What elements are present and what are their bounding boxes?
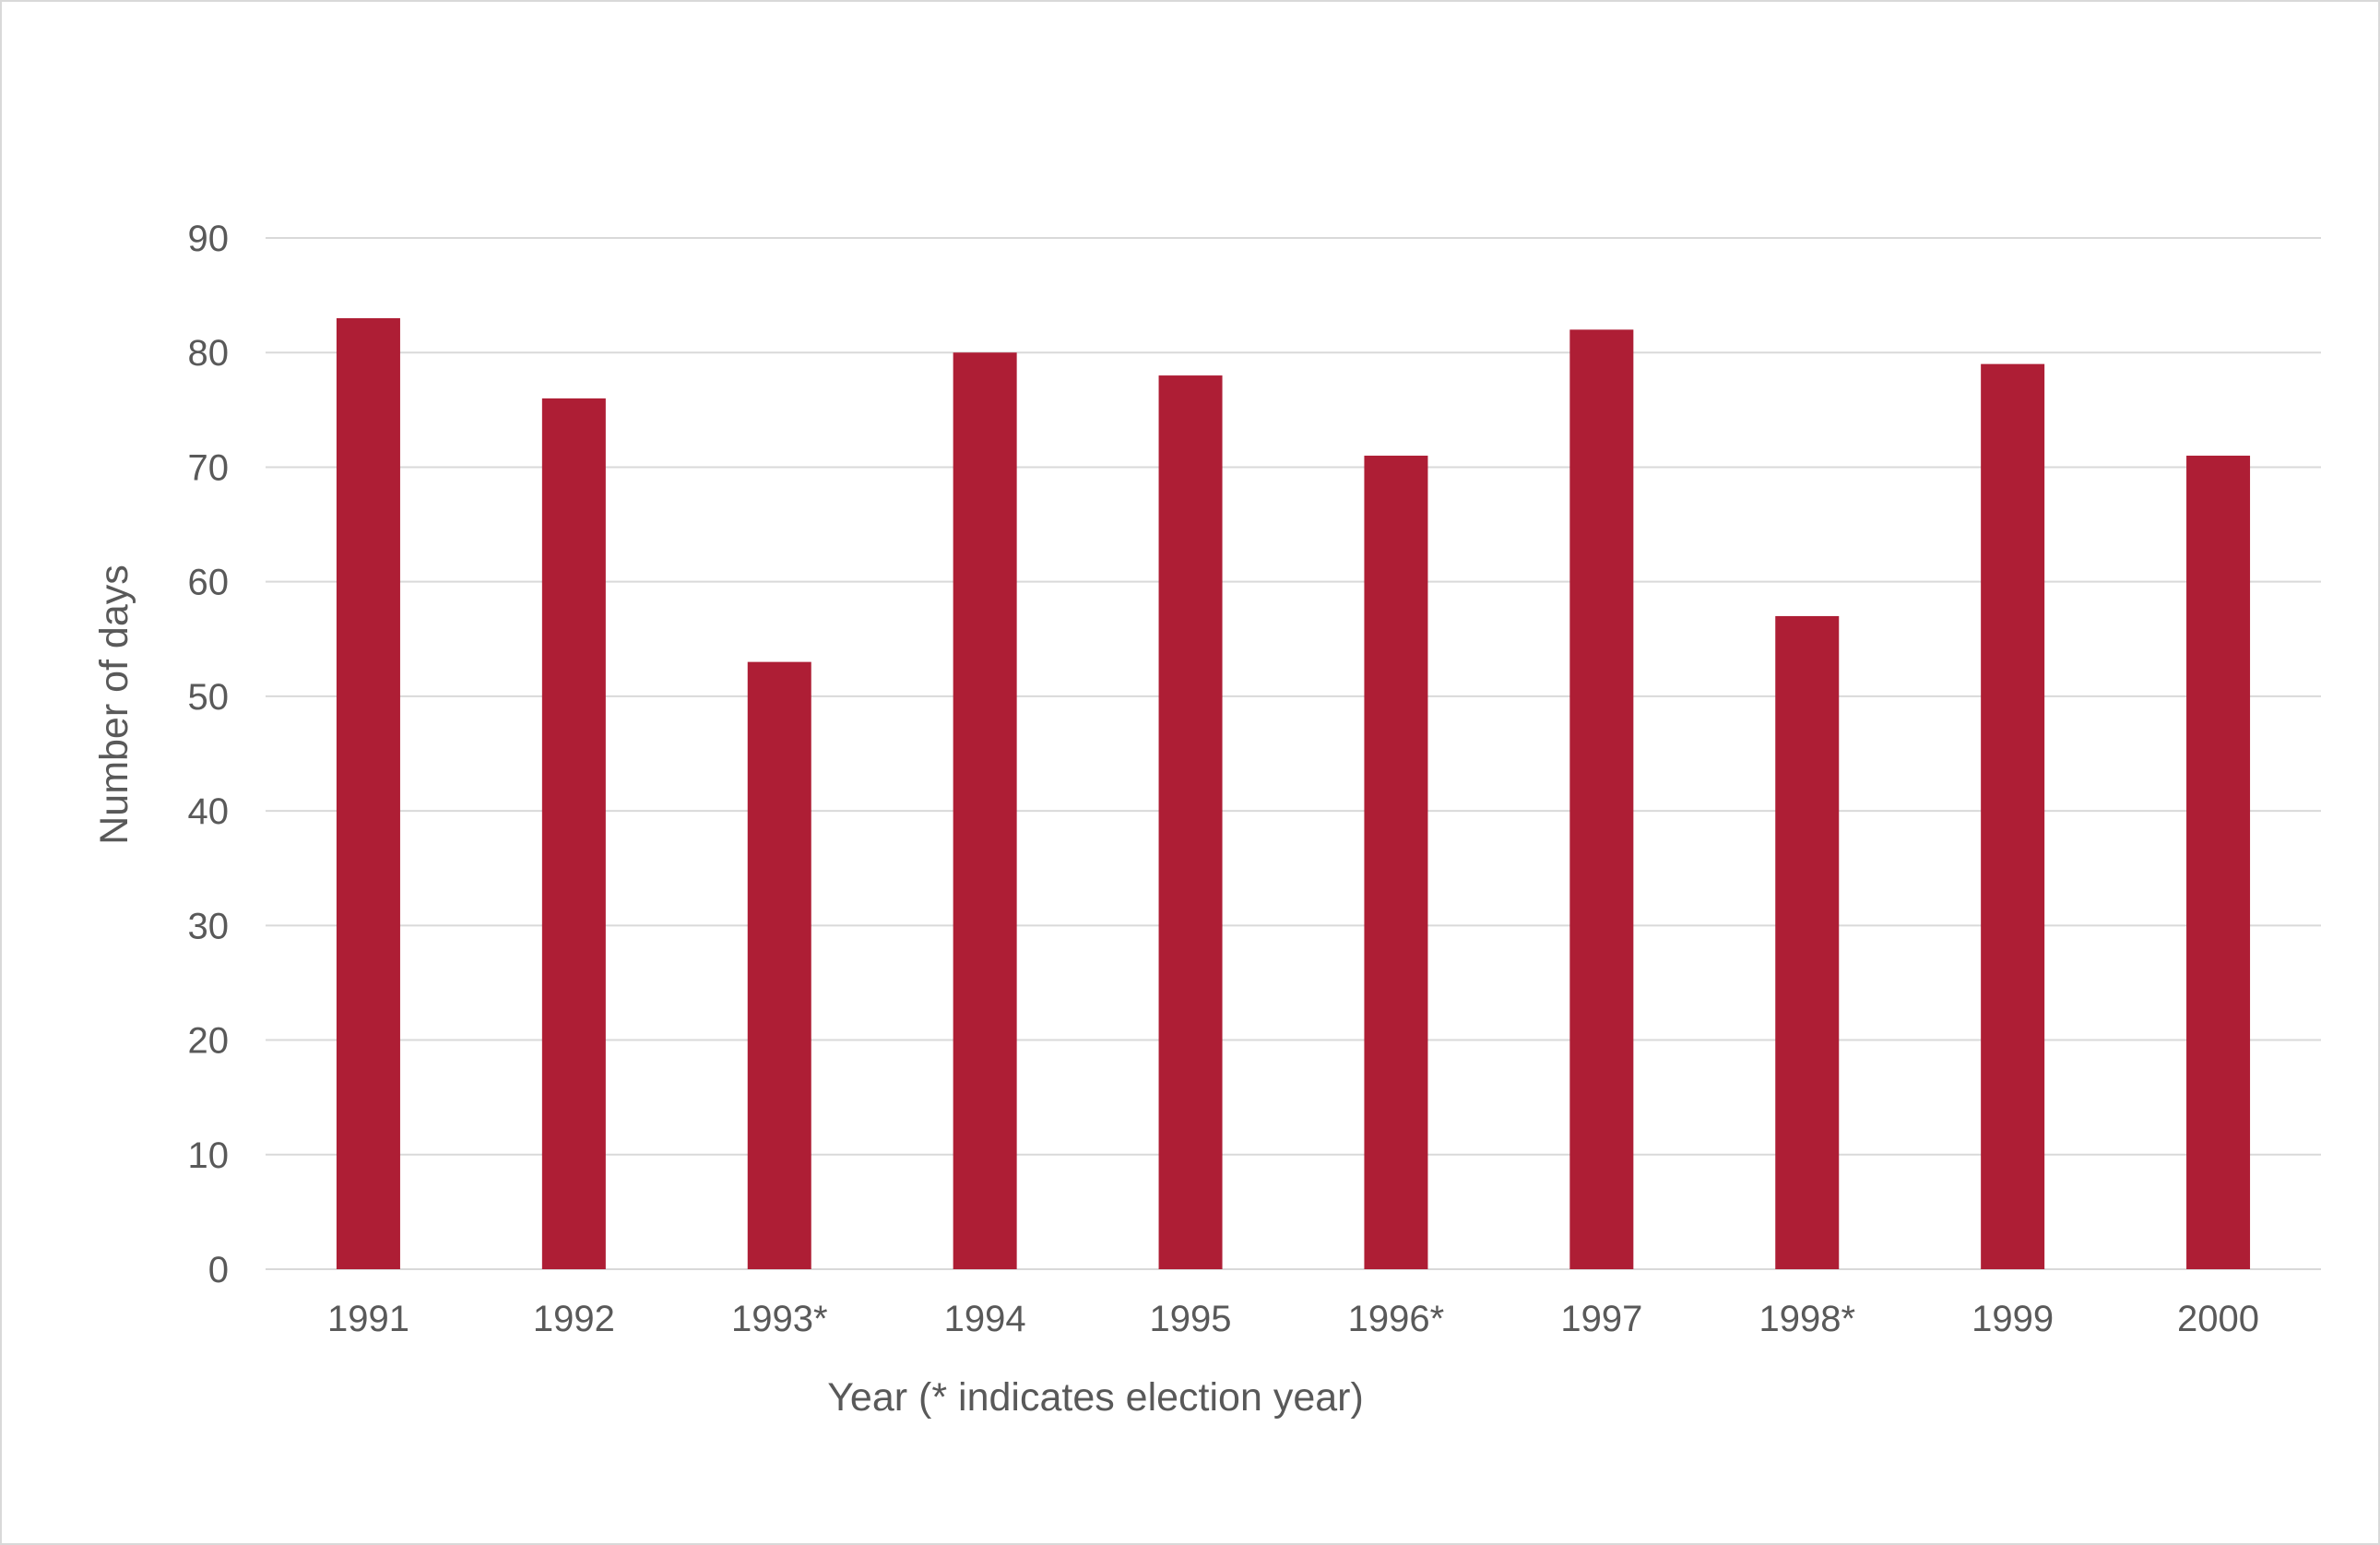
y-tick-label: 70 [188,447,230,488]
y-tick-labels: 0 10 20 30 40 50 60 70 80 90 [188,219,230,1290]
bar-1997 [1569,329,1634,1269]
x-tick-label: 1993* [731,1299,828,1339]
bar-1994 [953,352,1017,1269]
y-tick-label: 90 [188,219,230,259]
x-tick-label: 1994 [944,1299,1026,1339]
y-tick-label: 20 [188,1021,230,1062]
x-tick-label: 1997 [1560,1299,1642,1339]
bar-1998-election [1775,615,1840,1269]
y-tick-label: 40 [188,791,230,832]
bars [336,317,2251,1270]
y-tick-label: 50 [188,677,230,718]
y-axis-title: Number of days [92,565,136,845]
y-tick-label: 60 [188,563,230,603]
y-tick-label: 0 [208,1250,229,1290]
y-tick-label: 80 [188,333,230,374]
y-tick-label: 30 [188,906,230,946]
x-tick-label: 1999 [1971,1299,2054,1339]
gridlines [266,237,2321,1270]
x-tick-label: 1998* [1758,1299,1855,1339]
x-tick-label: 1996* [1348,1299,1445,1339]
bar-1993-election [747,661,811,1269]
y-tick-label: 10 [188,1135,230,1176]
x-tick-label: 1995 [1150,1299,1232,1339]
x-axis-title: Year (* indicates election year) [827,1375,1364,1420]
x-tick-label: 1992 [533,1299,615,1339]
bar-2000 [2186,456,2251,1269]
bar-1991 [336,317,400,1269]
bar-1995 [1158,375,1223,1270]
x-tick-label: 2000 [2177,1299,2259,1339]
bar-1996-election [1364,456,1428,1269]
x-tick-labels: 1991 1992 1993* 1994 1995 1996* 1997 1998* 1999 2… [327,1299,2259,1339]
bar-1999 [1981,363,2045,1270]
x-tick-label: 1991 [327,1299,409,1339]
bar-1992 [541,398,606,1269]
